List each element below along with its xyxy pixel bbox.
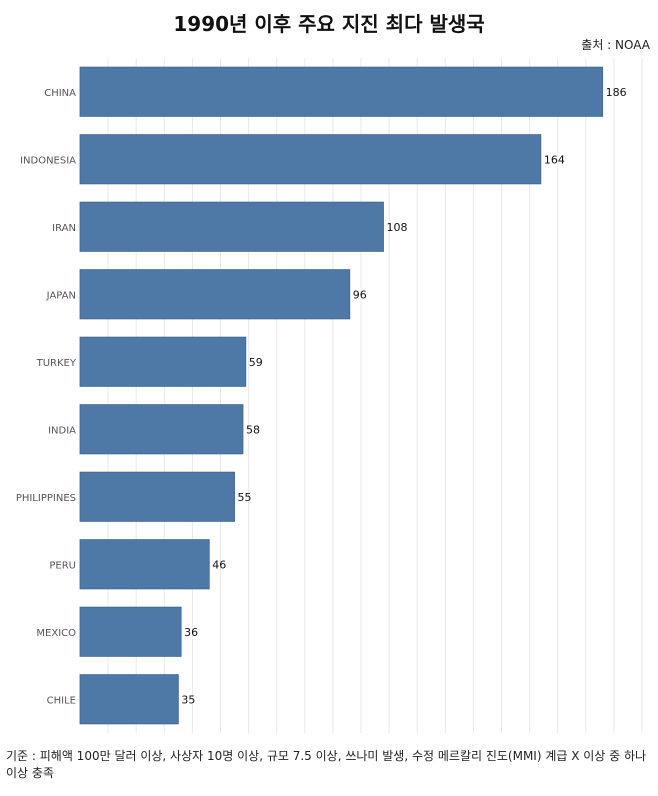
value-label: 59 [249,356,263,369]
bar-indonesia [79,134,542,185]
category-label: PHILIPPINES [16,493,76,504]
category-label: PERU [49,560,76,571]
category-label: CHINA [44,88,76,99]
category-label: IRAN [52,223,76,234]
value-label: 108 [386,221,407,234]
category-label: CHILE [47,695,76,706]
bar-peru [79,539,210,590]
value-label: 46 [212,558,226,571]
bar-iran [79,201,384,252]
footnote: 기준 : 피해액 100만 달러 이상, 사상자 10명 이상, 규모 7.5 … [6,749,647,780]
value-label: 36 [184,626,198,639]
category-label: JAPAN [46,290,76,301]
bar-japan [79,269,351,320]
bar-chile [79,674,179,725]
category-label: MEXICO [36,628,76,639]
value-label: 58 [246,423,260,436]
value-label: 186 [606,86,627,99]
bar-chart: CHINA 186 INDONESIA 164 IRAN 108 JAPAN 96 TURKEY… [16,58,643,733]
category-label: INDIA [48,425,76,436]
value-label: 164 [544,153,565,166]
value-label: 55 [238,491,252,504]
bar-india [79,404,244,455]
bar-turkey [79,336,247,387]
bar-china [79,66,604,117]
bar-mexico [79,606,182,657]
value-label: 35 [181,693,195,706]
category-label: TURKEY [36,358,77,369]
value-label: 96 [353,288,367,301]
labels: CHINA 186 INDONESIA 164 IRAN 108 JAPAN 96 TURKEY… [16,86,627,707]
bars [79,66,604,725]
source-note: 출처 : NOAA [581,38,650,52]
category-label: INDONESIA [20,155,76,166]
bar-philippines [79,471,235,522]
chart-title: 1990년 이후 주요 지진 최다 발생국 [173,12,485,36]
